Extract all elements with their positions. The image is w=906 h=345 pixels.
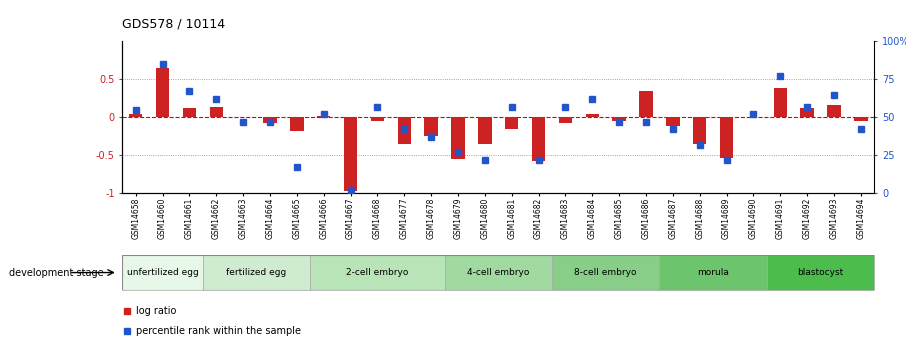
Bar [183, 108, 197, 117]
Text: 4-cell embryo: 4-cell embryo [467, 268, 529, 277]
Bar [612, 117, 626, 121]
FancyBboxPatch shape [122, 255, 203, 290]
Bar [398, 117, 411, 144]
Text: blastocyst: blastocyst [797, 268, 843, 277]
Bar [264, 117, 276, 124]
Text: 2-cell embryo: 2-cell embryo [346, 268, 409, 277]
Text: log ratio: log ratio [136, 306, 177, 315]
Bar [290, 117, 304, 131]
Bar [478, 117, 492, 144]
Bar [827, 105, 841, 117]
FancyBboxPatch shape [203, 255, 310, 290]
Text: morula: morula [698, 268, 729, 277]
FancyBboxPatch shape [660, 255, 766, 290]
Text: GDS578 / 10114: GDS578 / 10114 [122, 17, 226, 30]
Bar [129, 114, 142, 117]
Text: fertilized egg: fertilized egg [226, 268, 286, 277]
Bar [451, 117, 465, 159]
Bar [344, 117, 357, 191]
Bar [585, 114, 599, 117]
Text: unfertilized egg: unfertilized egg [127, 268, 198, 277]
Bar [720, 117, 733, 158]
FancyBboxPatch shape [310, 255, 445, 290]
Text: 8-cell embryo: 8-cell embryo [574, 268, 637, 277]
Bar [209, 107, 223, 117]
Bar [854, 117, 868, 121]
Bar [371, 117, 384, 121]
Bar [800, 108, 814, 117]
FancyBboxPatch shape [766, 255, 874, 290]
Bar [424, 117, 438, 136]
Bar [156, 68, 169, 117]
Text: percentile rank within the sample: percentile rank within the sample [136, 326, 301, 336]
FancyBboxPatch shape [552, 255, 660, 290]
Bar [666, 117, 680, 126]
Bar [640, 91, 652, 117]
Bar [505, 117, 518, 129]
Bar [559, 117, 573, 124]
Bar [532, 117, 545, 161]
Bar [774, 88, 787, 117]
Bar [317, 116, 331, 117]
Text: development stage: development stage [9, 268, 103, 277]
Bar [693, 117, 707, 144]
FancyBboxPatch shape [445, 255, 552, 290]
